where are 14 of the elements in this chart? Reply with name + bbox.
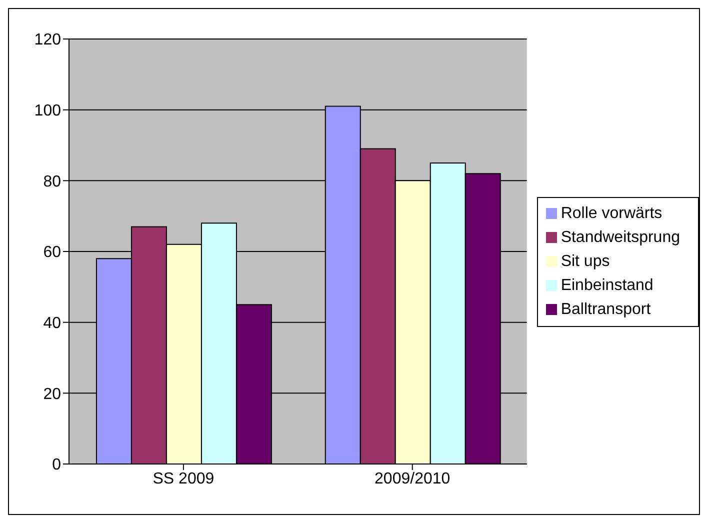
y-tick-label: 60 (43, 244, 62, 262)
legend-label: Rolle vorwärts (560, 204, 662, 222)
x-tick-label: 2009/2010 (374, 470, 450, 488)
y-tick-label: 40 (43, 315, 62, 332)
legend-label: Einbeinstand (560, 276, 654, 294)
legend-label: Balltransport (560, 300, 651, 318)
legend-label: Sit ups (560, 252, 610, 270)
legend-label: Standweitsprung (560, 228, 680, 246)
y-tick-label: 0 (52, 456, 62, 474)
y-tick-label: 120 (34, 32, 62, 49)
y-tick-label: 80 (43, 173, 62, 190)
x-tick-label: SS 2009 (152, 470, 214, 488)
y-tick-label: 100 (34, 102, 62, 120)
y-tick-label: 20 (43, 386, 62, 403)
